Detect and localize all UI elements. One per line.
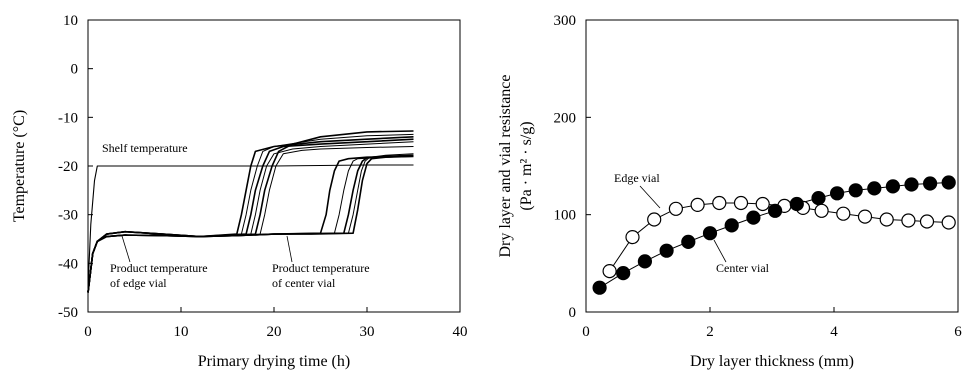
right-point-center-vial xyxy=(637,254,653,269)
right-point-center-vial xyxy=(616,266,631,281)
right-point-edge-vial xyxy=(919,214,935,229)
right-y-tick-label: 300 xyxy=(554,13,577,29)
right-point-edge-vial xyxy=(755,196,770,212)
right-point-edge-vial xyxy=(602,264,617,279)
left-x-tick-label: 30 xyxy=(360,324,375,340)
right-point-edge-vial xyxy=(690,197,705,212)
right-point-center-vial xyxy=(746,210,761,225)
right-point-center-vial xyxy=(659,243,674,258)
right-point-center-vial xyxy=(941,175,956,190)
legend-edge-vial: Edge vial xyxy=(614,171,660,185)
right-point-edge-vial xyxy=(712,195,727,211)
right-point-center-vial xyxy=(724,218,739,233)
annotation-edge-vial-line2: of edge vial xyxy=(110,276,167,290)
left-y-tick-label: -40 xyxy=(58,256,78,272)
left-chart: 0 10 20 30 40 -50 -40 -30 -20 -10 0 10 Primary dryi… xyxy=(11,13,468,370)
right-point-edge-vial xyxy=(814,203,829,218)
left-series-edge-line xyxy=(87,146,414,293)
left-y-axis-label: Temperature (°C) xyxy=(11,110,28,222)
left-y-tick-label: -30 xyxy=(58,208,78,224)
right-x-tick-label: 0 xyxy=(582,324,590,340)
annotation-center-vial-line1: Product temperature xyxy=(272,261,370,275)
left-y-tick-label: -10 xyxy=(58,110,78,126)
right-point-edge-vial xyxy=(901,213,916,228)
left-series-shelf-line xyxy=(87,164,414,288)
right-point-center-vial xyxy=(867,181,882,196)
right-y-tick-label: 200 xyxy=(554,110,577,126)
left-x-tick-label: 40 xyxy=(453,324,468,340)
right-point-center-vial xyxy=(811,191,826,206)
right-y-axis-label-line2: (Pa · m² · s/g) xyxy=(518,121,535,210)
right-y-axis-label-line1: Dry layer and vial resistance xyxy=(497,74,514,257)
right-point-center-vial xyxy=(829,186,845,201)
right-point-edge-vial xyxy=(668,201,684,216)
right-point-edge-vial xyxy=(625,230,640,245)
right-point-center-vial xyxy=(922,176,938,191)
annotation-edge-vial-line1: Product temperature xyxy=(110,261,208,275)
right-x-axis-label: Dry layer thickness (mm) xyxy=(690,353,854,370)
right-point-center-vial xyxy=(592,280,607,295)
right-point-edge-vial xyxy=(941,215,956,230)
right-point-edge-vial xyxy=(647,212,662,227)
left-series-center-line xyxy=(87,155,414,293)
right-point-edge-vial xyxy=(879,212,894,227)
left-y-tick-label: -20 xyxy=(58,159,78,175)
left-y-tick-label: 0 xyxy=(71,62,79,78)
right-point-center-vial xyxy=(767,203,783,218)
arrow-edge-vial xyxy=(121,235,131,263)
right-point-edge-vial xyxy=(836,206,851,221)
right-x-tick-label: 2 xyxy=(706,324,714,340)
left-x-tick-label: 0 xyxy=(84,324,92,340)
annotation-shelf-temperature: Shelf temperature xyxy=(102,141,188,155)
left-x-tick-label: 20 xyxy=(267,324,282,340)
arrow-center-vial-label xyxy=(713,239,727,263)
right-point-center-vial xyxy=(848,183,863,198)
right-point-edge-vial xyxy=(733,195,749,211)
right-point-edge-vial xyxy=(857,209,873,224)
right-point-center-vial xyxy=(681,234,696,249)
right-point-center-vial xyxy=(789,196,804,212)
right-x-tick-label: 4 xyxy=(830,324,838,340)
left-y-tick-label: 10 xyxy=(63,13,78,29)
legend-center-vial: Center vial xyxy=(716,261,770,275)
right-series-center-vial-line xyxy=(599,182,949,289)
left-y-tick-label: -50 xyxy=(58,305,78,321)
arrow-center-vial xyxy=(286,235,293,263)
right-plot-frame xyxy=(585,19,959,313)
right-point-center-vial xyxy=(904,177,919,192)
right-point-center-vial xyxy=(702,226,718,241)
right-x-tick-label: 6 xyxy=(954,324,962,340)
arrow-edge-vial-label xyxy=(639,185,661,209)
right-point-center-vial xyxy=(885,179,901,194)
right-y-tick-label: 100 xyxy=(554,208,577,224)
left-x-tick-label: 10 xyxy=(174,324,189,340)
right-y-tick-label: 0 xyxy=(569,305,577,321)
left-x-axis-label: Primary drying time (h) xyxy=(198,353,350,370)
annotation-center-vial-line2: of center vial xyxy=(272,276,336,290)
